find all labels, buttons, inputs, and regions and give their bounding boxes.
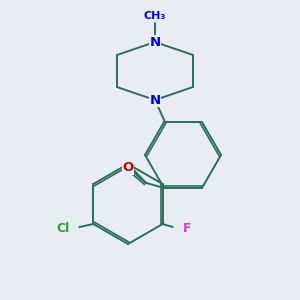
Text: N: N [149, 94, 161, 106]
Text: F: F [183, 223, 191, 236]
Text: Cl: Cl [56, 223, 69, 236]
Text: N: N [149, 35, 161, 49]
Text: O: O [122, 161, 134, 174]
Text: CH₃: CH₃ [144, 11, 166, 21]
